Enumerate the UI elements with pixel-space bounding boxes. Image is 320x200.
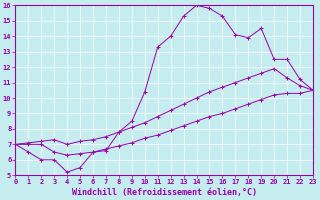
X-axis label: Windchill (Refroidissement éolien,°C): Windchill (Refroidissement éolien,°C) — [72, 188, 257, 197]
